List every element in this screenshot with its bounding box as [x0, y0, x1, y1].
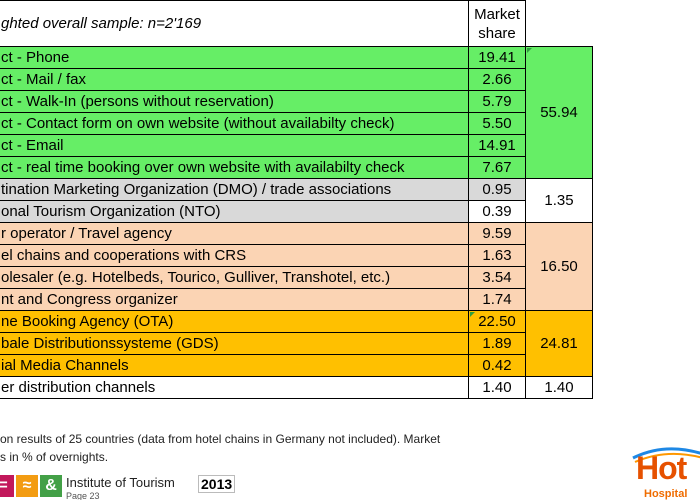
channel-value: 0.42 — [468, 354, 526, 377]
channel-label: el chains and cooperations with CRS — [0, 244, 469, 267]
table-row: r operator / Travel agency 9.59 16.50 — [0, 222, 593, 311]
channel-label: ct - Contact form on own website (withou… — [0, 112, 469, 135]
channel-label: nt and Congress organizer — [0, 288, 469, 311]
channel-label: ct - Email — [0, 134, 469, 157]
channel-label: ct - Walk-In (persons without reservatio… — [0, 90, 469, 113]
channel-value: 5.79 — [468, 90, 526, 113]
ampersand-square-icon: & — [40, 475, 62, 497]
logo-arc-icon — [632, 447, 700, 463]
approx-square-icon: ≈ — [16, 475, 38, 497]
footnote-line1: on results of 25 countries (data from ho… — [0, 432, 441, 446]
hotel-logo: Hot Hospital — [625, 440, 700, 500]
channel-label: tination Marketing Organization (DMO) / … — [0, 178, 469, 201]
group-header-blank — [525, 0, 593, 47]
table-row: onal Tourism Organization (NTO) 0.39 — [0, 200, 593, 223]
channel-label: ct - real time booking over own website … — [0, 156, 469, 179]
group-total-other: 1.40 — [525, 376, 593, 399]
channel-value: 1.40 — [468, 376, 526, 399]
channel-value: 1.63 — [468, 244, 526, 267]
channel-value: 5.50 — [468, 112, 526, 135]
channel-value: 7.67 — [468, 156, 526, 179]
channel-label: olesaler (e.g. Hotelbeds, Tourico, Gulli… — [0, 266, 469, 289]
group-total-organizations: 1.35 — [525, 178, 593, 223]
table-row: el chains and cooperations with CRS 1.63 — [0, 244, 593, 267]
logo-text: Hot — [636, 450, 687, 486]
table-row: ct - Contact form on own website (withou… — [0, 112, 593, 135]
channel-label: bale Distributionssysteme (GDS) — [0, 332, 469, 355]
group-total-direct: 55.94 — [525, 46, 593, 179]
sample-size-header: ghted overall sample: n=2'169 — [0, 0, 469, 47]
report-year: 2013 — [198, 475, 236, 493]
table-row: nt and Congress organizer 1.74 — [0, 288, 593, 311]
footnote: on results of 25 countries (data from ho… — [0, 430, 560, 466]
channel-value: 14.91 — [468, 134, 526, 157]
table-row: ct - Email 14.91 — [0, 134, 593, 157]
institute-footer: = ≈ & Institute of Tourism Page 23 2013 — [0, 470, 300, 500]
channel-value: 19.41 — [468, 46, 526, 69]
channel-label: onal Tourism Organization (NTO) — [0, 200, 469, 223]
market-share-header-line1: Market — [474, 5, 520, 23]
channel-value: 9.59 — [468, 222, 526, 245]
table-row: tination Marketing Organization (DMO) / … — [0, 178, 593, 223]
distribution-table: ghted overall sample: n=2'169 Market sha… — [0, 0, 593, 399]
brand-square-icon: = — [0, 475, 14, 497]
table-row: olesaler (e.g. Hotelbeds, Tourico, Gulli… — [0, 266, 593, 289]
channel-value: 1.74 — [468, 288, 526, 311]
table-row: bale Distributionssysteme (GDS) 1.89 — [0, 332, 593, 355]
channel-value: 0.95 — [468, 178, 526, 201]
channel-value: 22.50 — [468, 310, 526, 333]
table-row: ne Booking Agency (OTA) 22.50 24.81 — [0, 310, 593, 377]
channel-label: ne Booking Agency (OTA) — [0, 310, 469, 333]
table-row: ct - real time booking over own website … — [0, 156, 593, 179]
table-row: ct - Phone 19.41 55.94 — [0, 46, 593, 179]
channel-label: er distribution channels — [0, 376, 469, 399]
table-row: er distribution channels 1.40 1.40 — [0, 376, 593, 399]
footnote-line2: s in % of overnights. — [0, 450, 109, 464]
channel-label: ct - Mail / fax — [0, 68, 469, 91]
channel-value: 3.54 — [468, 266, 526, 289]
page-number: Page 23 — [66, 491, 100, 500]
group-total-online: 24.81 — [525, 310, 593, 377]
group-total-intermediaries: 16.50 — [525, 222, 593, 311]
table-header-row: ghted overall sample: n=2'169 Market sha… — [0, 0, 593, 47]
table-row: ct - Walk-In (persons without reservatio… — [0, 90, 593, 113]
channel-label: ct - Phone — [0, 46, 469, 69]
channel-value: 2.66 — [468, 68, 526, 91]
logo-subtext: Hospital — [644, 488, 688, 500]
channel-label: ial Media Channels — [0, 354, 469, 377]
channel-value: 1.89 — [468, 332, 526, 355]
market-share-header-line2: share — [478, 24, 516, 42]
institute-name: Institute of Tourism — [66, 475, 175, 490]
table-row: ct - Mail / fax 2.66 — [0, 68, 593, 91]
market-share-header: Market share — [468, 0, 526, 47]
table-row: ial Media Channels 0.42 — [0, 354, 593, 377]
channel-label: r operator / Travel agency — [0, 222, 469, 245]
channel-value: 0.39 — [468, 200, 526, 223]
